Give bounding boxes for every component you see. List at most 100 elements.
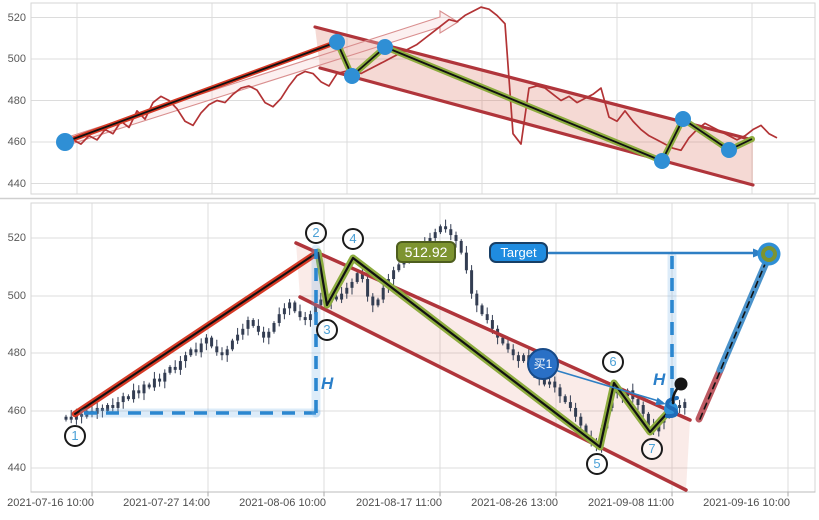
target-point-inner-ring bbox=[761, 246, 777, 262]
candle-body bbox=[262, 331, 266, 338]
buy-arrow-line bbox=[557, 370, 663, 403]
candle-body bbox=[579, 416, 583, 426]
candle-body bbox=[433, 232, 437, 238]
candle-body bbox=[126, 396, 130, 400]
buy-signal-marker[interactable]: 买1 bbox=[527, 348, 559, 380]
y-tick-label: 460 bbox=[7, 405, 26, 417]
candle-body bbox=[345, 287, 349, 294]
candle-body bbox=[516, 355, 520, 362]
target-move-dashed-core bbox=[699, 256, 769, 420]
pivot-marker-1[interactable]: 1 bbox=[64, 425, 86, 447]
candle-body bbox=[553, 381, 557, 388]
y-tick-label: 500 bbox=[7, 53, 26, 65]
channel-lower-line bbox=[318, 66, 755, 187]
pivot-marker-7[interactable]: 7 bbox=[641, 438, 663, 460]
candle-body bbox=[490, 320, 494, 329]
candle-body bbox=[480, 305, 484, 315]
candle-body bbox=[184, 355, 188, 362]
candle-body bbox=[282, 308, 286, 315]
candle-body bbox=[506, 343, 510, 350]
candle-body bbox=[511, 349, 515, 356]
x-tick-label: 2021-07-16 10:00 bbox=[7, 497, 94, 509]
candle-body bbox=[256, 325, 260, 332]
candle-body bbox=[204, 337, 208, 344]
candle-body bbox=[147, 384, 151, 388]
x-tick-label: 2021-08-26 13:00 bbox=[471, 497, 558, 509]
channel-lower-line bbox=[298, 295, 688, 492]
pivot-dot bbox=[675, 111, 691, 127]
candle-body bbox=[194, 349, 198, 353]
price-line-series bbox=[64, 6, 778, 152]
height-label-left: H bbox=[321, 374, 334, 393]
y-tick-label: 480 bbox=[7, 95, 26, 107]
candle-body bbox=[215, 346, 219, 353]
pivot-price-value: 512.92 bbox=[404, 244, 448, 260]
black-pin-tail bbox=[671, 387, 679, 405]
candle-body bbox=[574, 407, 578, 417]
candle-body bbox=[241, 328, 245, 335]
buy-signal-text: 买1 bbox=[533, 357, 553, 371]
candle-body bbox=[220, 352, 224, 356]
candle-body bbox=[225, 349, 229, 356]
zigzag-core bbox=[316, 251, 672, 449]
candle-body bbox=[111, 405, 115, 408]
candle-body bbox=[314, 305, 318, 315]
pivot-dot bbox=[56, 133, 74, 151]
candle-body bbox=[267, 331, 271, 338]
candle-body bbox=[340, 293, 344, 300]
candle-body bbox=[236, 334, 240, 341]
pivot-marker-5[interactable]: 5 bbox=[586, 453, 608, 475]
target-point-outer bbox=[757, 242, 781, 266]
candle-body bbox=[319, 299, 323, 306]
candle-body bbox=[501, 337, 505, 344]
y-tick-label: 520 bbox=[7, 12, 26, 24]
pivot-marker-4[interactable]: 4 bbox=[342, 228, 364, 250]
pivot-dot bbox=[329, 34, 345, 50]
pivot-marker-6[interactable]: 6 bbox=[602, 351, 624, 373]
y-tick-label: 520 bbox=[7, 232, 26, 244]
candle-body bbox=[459, 240, 463, 253]
candle-body bbox=[428, 238, 432, 244]
pivot-dot bbox=[654, 153, 670, 169]
candle-body bbox=[392, 270, 396, 280]
candle-body bbox=[163, 372, 167, 382]
candle-body bbox=[454, 235, 458, 241]
candle-body bbox=[142, 384, 146, 394]
pivot-marker-2[interactable]: 2 bbox=[305, 222, 327, 244]
y-tick-label: 480 bbox=[7, 347, 26, 359]
candle-body bbox=[438, 226, 442, 233]
candle-body bbox=[584, 425, 588, 438]
candle-body bbox=[568, 402, 572, 408]
candle-body bbox=[137, 390, 141, 394]
buy-arrowhead bbox=[655, 397, 666, 406]
x-tick-label: 2021-09-16 10:00 bbox=[703, 497, 790, 509]
candle-body bbox=[381, 287, 385, 300]
candle-body bbox=[95, 407, 99, 414]
candle-body bbox=[121, 396, 125, 403]
candle-body bbox=[158, 378, 162, 382]
y-tick-label: 500 bbox=[7, 290, 26, 302]
panel-border bbox=[30, 2, 816, 195]
candle-body bbox=[646, 413, 650, 426]
candle-body bbox=[475, 293, 479, 306]
pivot-price-label[interactable]: 512.92 bbox=[396, 241, 456, 263]
x-tick-label: 2021-08-06 10:00 bbox=[239, 497, 326, 509]
candle-body bbox=[376, 299, 380, 306]
target-label-text: Target bbox=[500, 245, 537, 260]
candle-body bbox=[173, 366, 177, 370]
black-pin-dot bbox=[674, 377, 688, 391]
candle-body bbox=[641, 405, 645, 414]
target-label[interactable]: Target bbox=[489, 242, 548, 263]
pivot-marker-3[interactable]: 3 bbox=[316, 319, 338, 341]
uptrend-core bbox=[64, 41, 338, 143]
candle-body bbox=[69, 416, 73, 420]
candle-body bbox=[522, 355, 526, 362]
candle-body bbox=[272, 322, 276, 332]
candle-body bbox=[152, 378, 156, 388]
candle-body bbox=[397, 264, 401, 271]
candle-body bbox=[464, 252, 468, 271]
candle-body bbox=[636, 399, 640, 406]
x-tick-label: 2021-08-17 11:00 bbox=[355, 497, 442, 509]
candle-body bbox=[168, 366, 172, 373]
pivot-dot bbox=[721, 142, 737, 158]
